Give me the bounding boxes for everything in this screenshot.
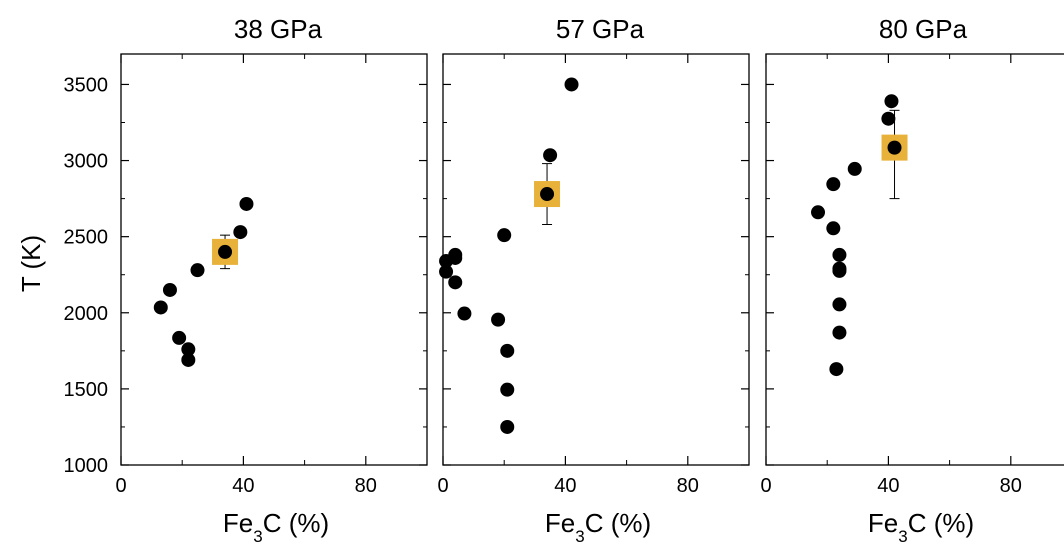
panel-2: 57 GPa 0 40 80 Fe3C (%) [437, 14, 750, 544]
panel-title: 80 GPa [879, 14, 968, 44]
x-tick-label: 0 [115, 475, 126, 497]
data-point [448, 250, 463, 265]
x-tick-label: 0 [437, 475, 448, 497]
data-point [181, 352, 196, 367]
x-axis-label: Fe3C (%) [868, 508, 974, 544]
x-tick-label: 80 [1000, 475, 1022, 497]
x-axis-label-subscript: 3 [575, 527, 584, 544]
data-point [162, 282, 177, 297]
x-axis-label: Fe3C (%) [545, 508, 651, 544]
x-axis-label-rest: C (%) [263, 508, 329, 538]
data-point [218, 244, 233, 259]
plot-frame [120, 53, 428, 466]
data-point [457, 306, 472, 321]
data-point [881, 111, 896, 126]
data-point [540, 187, 555, 202]
y-tick-label: 1500 [64, 379, 109, 401]
x-axis-label-rest: C (%) [908, 508, 974, 538]
data-point [448, 275, 463, 290]
x-axis-label-main: Fe [868, 508, 898, 538]
data-point [884, 94, 899, 109]
data-point [172, 330, 187, 345]
x-tick-label: 80 [355, 475, 377, 497]
panel-title: 57 GPa [556, 14, 645, 44]
x-tick-label: 0 [760, 475, 771, 497]
y-tick-label: 3000 [64, 151, 109, 173]
plot-frame [442, 53, 750, 466]
data-point [832, 325, 847, 340]
y-tick-label: 3500 [64, 74, 109, 96]
data-point [491, 312, 506, 327]
data-point [500, 382, 515, 397]
data-point [233, 225, 248, 240]
panel-1: 38 GPa 0 40 80 1000 1500 2000 2500 3000 3500 T (K)… [16, 14, 428, 544]
y-tick-label: 2000 [64, 303, 109, 325]
data-point [181, 342, 196, 357]
data-point [190, 263, 205, 278]
data-point [239, 196, 254, 211]
data-point [832, 297, 847, 312]
data-point [500, 343, 515, 358]
y-axis-label: T (K) [16, 235, 46, 292]
data-point [829, 362, 844, 377]
data-point [847, 161, 862, 176]
data-point [439, 264, 454, 279]
x-axis-label-subscript: 3 [253, 527, 262, 544]
x-axis-label: Fe3C (%) [223, 508, 329, 544]
x-tick-label: 40 [877, 475, 899, 497]
panel-title: 38 GPa [234, 14, 323, 44]
data-point [500, 419, 515, 434]
x-axis-label-subscript: 3 [898, 527, 907, 544]
y-tick-label: 2500 [64, 227, 109, 249]
y-tick-label: 1000 [64, 455, 109, 477]
data-point [826, 177, 841, 192]
data-point [832, 247, 847, 262]
data-point [811, 205, 826, 220]
panel-3: 80 GPa 0 40 80 Fe3C (%) [760, 14, 1064, 544]
x-tick-label: 80 [677, 475, 699, 497]
x-axis-label-rest: C (%) [585, 508, 651, 538]
data-point [887, 140, 902, 155]
data-point [832, 263, 847, 278]
data-point [826, 221, 841, 236]
plot-frame [765, 53, 1064, 466]
data-point [153, 300, 168, 315]
x-tick-label: 40 [554, 475, 576, 497]
data-point [543, 148, 558, 163]
data-point [497, 228, 512, 243]
data-point [564, 77, 579, 92]
x-axis-label-main: Fe [223, 508, 253, 538]
x-tick-label: 40 [232, 475, 254, 497]
x-axis-label-main: Fe [545, 508, 575, 538]
